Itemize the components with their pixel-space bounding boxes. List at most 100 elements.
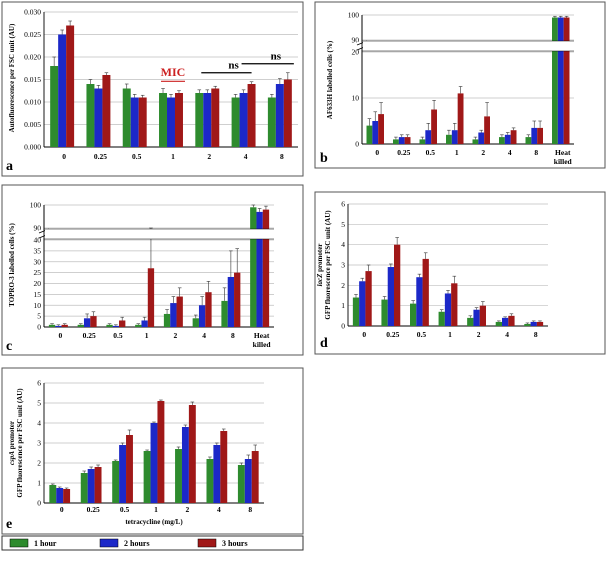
legend-swatch xyxy=(197,538,217,548)
y-tick-label: 10 xyxy=(34,301,42,310)
bar xyxy=(525,137,532,144)
bar-group xyxy=(524,322,531,326)
bar xyxy=(170,303,177,327)
legend-item: 2 hours xyxy=(99,538,150,548)
bar xyxy=(157,401,165,503)
bar-group xyxy=(244,454,252,503)
bar-group xyxy=(394,237,401,326)
bar-group xyxy=(58,29,67,147)
y-tick-label: 40 xyxy=(34,236,42,245)
annotation-mic: MIC xyxy=(161,65,186,79)
bar-group xyxy=(563,15,570,144)
bar-group xyxy=(66,20,75,147)
y-tick-label: 0 xyxy=(341,322,345,331)
bar-group xyxy=(126,429,133,503)
bar xyxy=(524,323,531,326)
y-tick-label: 10 xyxy=(352,94,360,103)
bar-group xyxy=(150,421,158,503)
bar xyxy=(451,283,458,326)
x-tick-label: 8 xyxy=(280,152,284,161)
bar-group xyxy=(130,94,139,147)
bar xyxy=(247,84,256,147)
x-tick-label: 2 xyxy=(481,148,485,157)
x-tick-label: Heat xyxy=(254,331,270,340)
bar-group xyxy=(378,102,384,144)
y-tick-label: 6 xyxy=(341,200,345,209)
bar-group xyxy=(135,323,142,327)
chart-panel-a: 0.000 0.005 0.010 0.015 0.020 0.025 0.030 0 0.25… xyxy=(6,8,298,174)
bar-group xyxy=(50,56,59,147)
bar xyxy=(94,88,103,147)
y-axis-label: lacZ promoter xyxy=(316,244,324,287)
bar xyxy=(499,137,505,144)
bar xyxy=(112,325,120,327)
bar xyxy=(55,325,62,327)
bar-group xyxy=(359,277,366,326)
bar-group xyxy=(237,462,245,503)
bar xyxy=(220,431,228,503)
y-axis-label-2: GFP fluorescence per FSC unit (AU) xyxy=(324,210,332,320)
bar-group xyxy=(250,204,257,327)
x-tick-label: 0.25 xyxy=(94,152,107,161)
x-tick-label: 0.25 xyxy=(386,330,399,339)
bar xyxy=(508,315,515,326)
x-tick-label: killed xyxy=(554,157,573,166)
bar xyxy=(372,121,379,144)
bar-group xyxy=(231,94,240,147)
bar xyxy=(211,88,220,147)
bar xyxy=(206,459,214,503)
bar xyxy=(221,300,228,327)
bar-group xyxy=(251,444,259,503)
bar-group xyxy=(457,86,464,144)
y-tick-label: 5 xyxy=(341,220,345,229)
bar xyxy=(495,321,502,326)
bar xyxy=(381,299,388,326)
axis-gap xyxy=(45,229,275,239)
bar-group xyxy=(508,313,515,326)
bar xyxy=(86,84,95,147)
bar xyxy=(419,139,426,144)
x-tick-label: 2 xyxy=(207,152,211,161)
bar xyxy=(446,134,452,144)
bar xyxy=(227,276,235,327)
y-tick-label: 2 xyxy=(341,281,345,290)
x-tick-label: 8 xyxy=(231,331,235,340)
bar xyxy=(143,451,151,503)
bar-group xyxy=(220,428,228,503)
bar-group xyxy=(86,79,95,147)
bar xyxy=(472,139,479,144)
bar-group xyxy=(451,275,458,326)
bar-group xyxy=(61,323,68,327)
y-tick-label: 5 xyxy=(37,399,41,408)
y-tick-label: 4 xyxy=(37,419,41,428)
bar-group xyxy=(444,290,452,326)
y-tick-label: 3 xyxy=(37,439,41,448)
y-tick-label: 4 xyxy=(341,240,345,249)
bar-group xyxy=(213,442,221,503)
bar-group xyxy=(94,464,102,503)
chart-panel-e: 0 1 2 3 4 5 6 0 0.25 0.5 1 2 4 8 cspA promoter GFP fluo… xyxy=(6,379,264,532)
x-axis-label: tetracycline (mg/L) xyxy=(125,518,183,526)
bar-group xyxy=(119,442,127,503)
bar-group xyxy=(159,88,168,147)
bar-group xyxy=(531,120,538,144)
bar-group xyxy=(176,287,183,327)
bar-group xyxy=(80,470,88,503)
y-tick-label: 90 xyxy=(352,36,360,45)
bar xyxy=(537,127,543,144)
bar xyxy=(552,17,558,144)
bar xyxy=(431,109,437,144)
bar xyxy=(478,132,485,144)
bar xyxy=(473,309,480,326)
bar xyxy=(203,93,212,147)
bar xyxy=(352,297,360,326)
bar-group xyxy=(192,314,199,327)
x-tick-label: 0.25 xyxy=(397,148,410,157)
y-tick-label: 15 xyxy=(34,290,42,299)
bar-group xyxy=(431,100,437,144)
bar-group xyxy=(352,294,360,326)
bar xyxy=(504,134,511,144)
bar-group xyxy=(467,315,474,326)
x-tick-label: 0 xyxy=(62,152,66,161)
